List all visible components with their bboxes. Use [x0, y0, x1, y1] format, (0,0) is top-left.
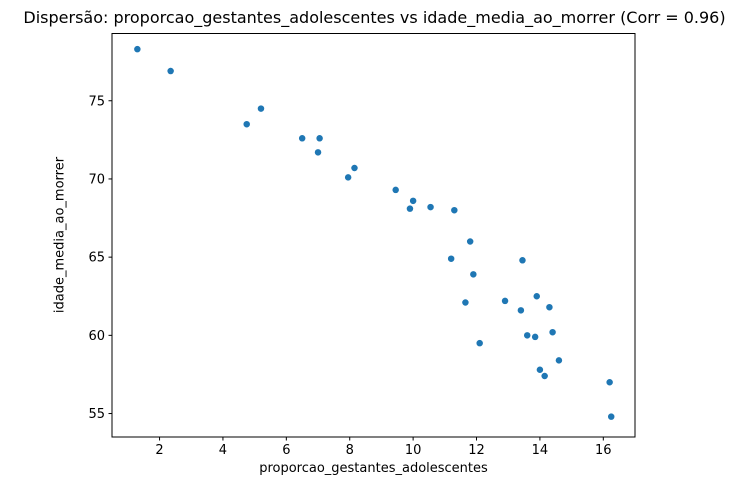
x-tick-label: 10: [405, 443, 422, 458]
x-axis-label: proporcao_gestantes_adolescentes: [259, 461, 488, 476]
data-point: [257, 104, 265, 113]
x-tick-label: 6: [282, 443, 290, 458]
y-tick-label: 60: [88, 329, 105, 344]
data-point: [315, 134, 324, 143]
data-point: [518, 256, 527, 265]
data-point: [605, 378, 614, 387]
data-point: [523, 331, 532, 340]
axes-frame: [111, 33, 636, 438]
data-point: [447, 254, 456, 263]
data-point: [133, 45, 142, 54]
data-point: [516, 306, 525, 315]
x-tick-label: 16: [595, 443, 612, 458]
y-axis-label: idade_media_ao_morrer: [52, 156, 68, 314]
y-tick-label: 55: [88, 407, 105, 422]
data-point: [242, 120, 251, 129]
data-point: [540, 372, 549, 380]
data-point: [450, 206, 459, 215]
data-point: [466, 237, 475, 246]
data-point: [409, 196, 418, 205]
data-point: [548, 328, 557, 337]
data-point: [350, 164, 359, 172]
x-tick-label: 8: [346, 443, 354, 458]
x-tick-label: 14: [532, 443, 549, 458]
x-tick-label: 2: [155, 443, 163, 458]
chart-title: Dispersão: proporcao_gestantes_adolescen…: [23, 8, 726, 27]
data-point: [469, 270, 478, 279]
y-tick-label: 75: [88, 94, 105, 109]
data-point: [344, 173, 353, 182]
data-point: [406, 204, 414, 213]
data-point: [391, 185, 400, 194]
data-point: [545, 303, 554, 312]
data-point: [532, 292, 541, 301]
data-point: [166, 67, 175, 75]
data-point: [607, 412, 616, 421]
data-point: [314, 148, 322, 157]
data-point: [501, 296, 509, 305]
data-point: [554, 356, 563, 365]
data-point: [475, 339, 484, 348]
x-tick-label: 4: [219, 443, 227, 458]
y-tick-label: 65: [88, 251, 105, 266]
x-tick-label: 12: [468, 443, 485, 458]
data-point: [535, 365, 544, 374]
data-point: [426, 203, 435, 212]
y-tick-label: 70: [88, 172, 105, 187]
data-point: [298, 134, 307, 143]
data-point: [461, 298, 470, 307]
data-point: [531, 332, 540, 341]
